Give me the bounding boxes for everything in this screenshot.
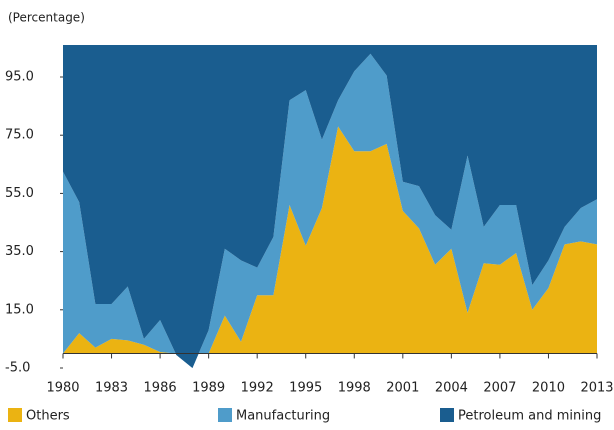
x-tick-label: 1998: [338, 381, 371, 396]
x-tick-label: 1995: [289, 381, 322, 396]
x-tick-label: 1983: [95, 381, 128, 396]
y-tick-label: 55.0: [5, 186, 34, 201]
x-tick-label: 2010: [532, 381, 565, 396]
x-tick-label: 1980: [46, 381, 79, 396]
x-tick-label: 1986: [144, 381, 177, 396]
y-tick-label: 75.0: [5, 128, 34, 143]
y-tick-label: 35.0: [5, 244, 34, 259]
area: [63, 126, 597, 354]
x-tick-label: 1989: [192, 381, 225, 396]
x-tick-label: 2004: [435, 381, 468, 396]
y-tick-label: 95.0: [5, 70, 34, 85]
legend-label: Petroleum and mining: [458, 409, 601, 424]
legend-swatch: [440, 408, 454, 422]
legend-label: Manufacturing: [236, 409, 330, 424]
y-tick-label: 15.0: [5, 302, 34, 317]
legend-label: Others: [26, 409, 70, 424]
y-axis-label: (Percentage): [8, 11, 85, 25]
legend-swatch: [218, 408, 232, 422]
x-tick-label: 2013: [580, 381, 613, 396]
x-tick-label: 2001: [386, 381, 419, 396]
x-tick-label: 1992: [241, 381, 274, 396]
area: [63, 45, 597, 368]
x-tick-label: 2007: [483, 381, 516, 396]
y-tick-label: -5.0: [5, 361, 30, 376]
area: [63, 53, 597, 368]
legend-swatch: [8, 408, 22, 422]
